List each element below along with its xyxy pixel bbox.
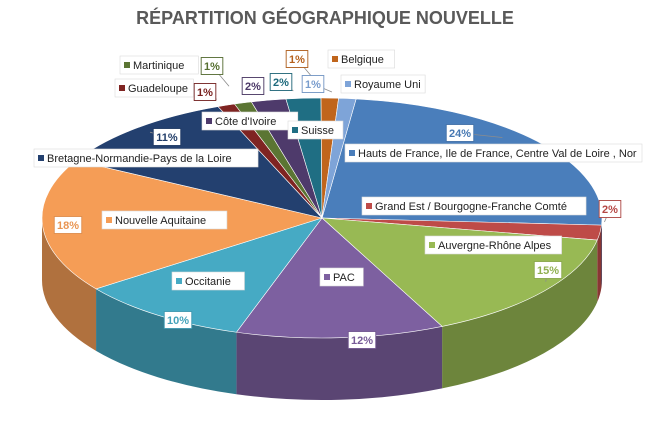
category-label-box (319, 267, 364, 287)
category-label: Grand Est / Bourgogne-Franche Comté (375, 201, 567, 213)
pct-label-box (152, 128, 182, 146)
data-labels: 24% Hauts de France, Ile de France, Centr… (33, 49, 643, 349)
pct-label: 1% (204, 61, 220, 73)
category-label-box (361, 196, 587, 216)
legend-key (366, 203, 372, 209)
category-label: PAC (333, 272, 355, 284)
pie-slice-royaume-uni (321, 97, 357, 219)
pct-label: 11% (156, 132, 178, 144)
pct-label: 12% (351, 335, 373, 347)
pct-label-box (598, 200, 622, 218)
legend-key (292, 127, 298, 133)
pct-label-box (445, 124, 475, 142)
chart-title: RÉPARTITION GÉOGRAPHIQUE NOUVELLE (136, 7, 514, 28)
legend-key (176, 278, 182, 284)
category-label-box (119, 55, 199, 75)
category-label-box (344, 143, 643, 163)
legend-key (332, 56, 338, 62)
pct-label-box (301, 75, 325, 93)
leader-line (471, 133, 503, 138)
category-label: Belgique (341, 54, 384, 66)
category-label: Martinique (133, 60, 184, 72)
category-label-box (114, 78, 194, 98)
pct-label: 24% (449, 128, 471, 140)
legend-key (429, 242, 435, 248)
pie-side-grand-est-bourgogne-franche-comte (597, 225, 602, 303)
pct-label: 10% (167, 315, 189, 327)
category-label: Bretagne-Normandie-Pays de la Loire (47, 153, 232, 165)
pct-label-box (200, 57, 224, 75)
pct-label-box (285, 50, 309, 68)
legend-key (38, 155, 44, 161)
pct-label-box (241, 77, 265, 95)
category-label: Royaume Uni (354, 79, 421, 91)
legend-key (324, 274, 330, 280)
legend-key (106, 217, 112, 223)
legend-key (206, 118, 212, 124)
category-label-box (33, 148, 259, 168)
category-label: Auvergne-Rhône Alpes (438, 240, 552, 252)
pct-label: 2% (273, 77, 289, 89)
category-label-box (424, 235, 562, 255)
pct-label-box (193, 83, 217, 101)
legend-key (345, 81, 351, 87)
category-label-box (287, 120, 344, 140)
pie-side-auvergne-rhone-alpes (442, 240, 598, 389)
pct-label: 1% (197, 87, 213, 99)
category-label: Occitanie (185, 276, 231, 288)
pct-label: 2% (245, 81, 261, 93)
legend-key (349, 150, 355, 156)
pct-label-box (533, 261, 563, 279)
category-label: Côte d'Ivoire (215, 116, 276, 128)
pct-label: 1% (305, 79, 321, 91)
pct-label: 2% (602, 204, 618, 216)
pie-side-occitanie (96, 288, 237, 395)
category-label: Nouvelle Aquitaine (115, 215, 206, 227)
category-label: Suisse (301, 125, 334, 137)
legend-key (124, 62, 130, 68)
pct-label-box (163, 311, 193, 329)
category-label-box (171, 271, 245, 291)
legend-key (119, 85, 125, 91)
pct-label-box (347, 331, 377, 349)
pct-label: 18% (57, 220, 79, 232)
category-label: Guadeloupe (128, 83, 188, 95)
pct-label: 15% (537, 265, 559, 277)
category-label-box (340, 74, 426, 94)
pie-side-group (42, 218, 602, 400)
pct-label: 1% (289, 54, 305, 66)
category-label-box (327, 49, 395, 69)
pct-label-box (269, 73, 293, 91)
pie-side-nouvelle-aquitaine (42, 218, 97, 351)
category-label: Hauts de France, Ile de France, Centre V… (358, 148, 637, 160)
pie-side-paca (236, 326, 443, 400)
pct-label-box (53, 216, 83, 234)
category-label-box (101, 210, 228, 230)
